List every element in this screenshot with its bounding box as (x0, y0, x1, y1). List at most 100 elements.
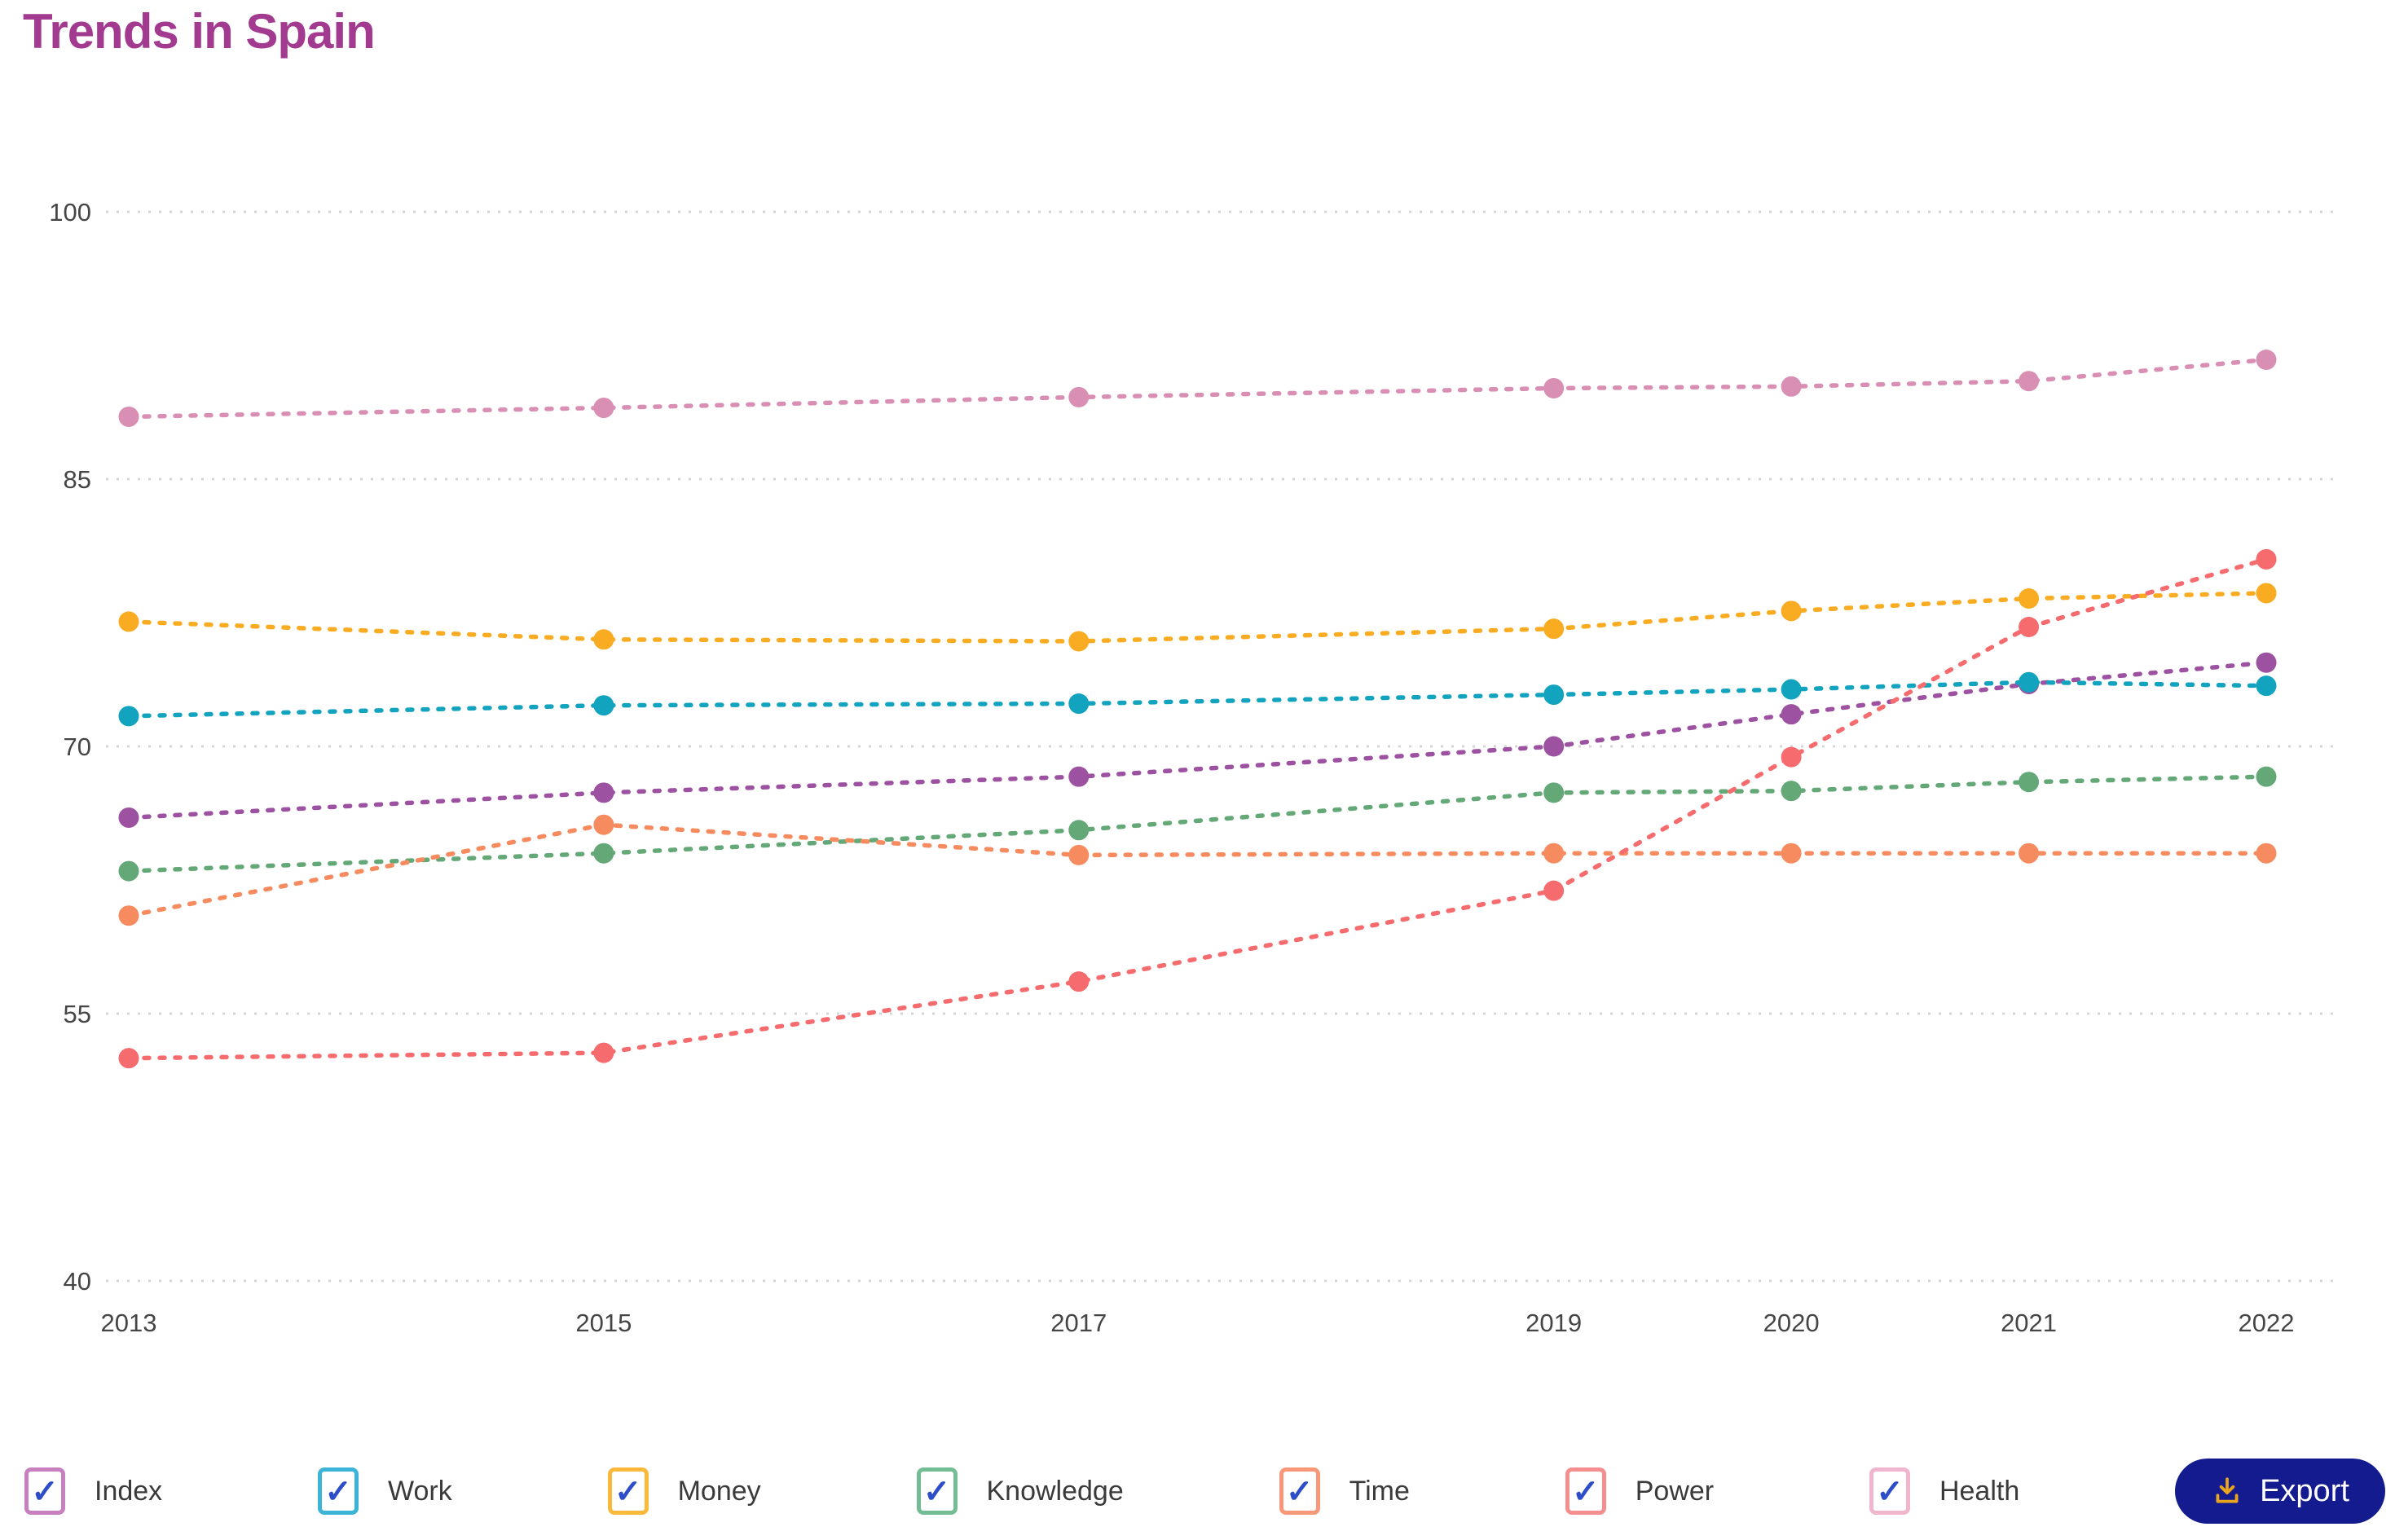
series-dot-index[interactable] (118, 807, 139, 828)
x-tick-label: 2019 (1525, 1309, 1582, 1337)
legend-item-label: Work (388, 1475, 452, 1507)
series-dot-money[interactable] (2019, 588, 2040, 609)
series-line-money (126, 591, 2269, 644)
y-tick-label: 70 (64, 733, 91, 761)
series-dot-health[interactable] (1543, 377, 1565, 398)
series-dot-power[interactable] (1781, 746, 1802, 768)
series-dot-time[interactable] (118, 905, 139, 926)
series-dot-index[interactable] (1068, 766, 1090, 787)
series-dot-time[interactable] (2019, 843, 2040, 864)
check-icon: ✓ (31, 1474, 59, 1510)
series-dot-health[interactable] (118, 406, 139, 427)
x-tick-label: 2020 (1763, 1309, 1820, 1337)
series-dot-index[interactable] (1543, 736, 1565, 757)
series-dot-power[interactable] (1068, 971, 1090, 992)
legend-item-index[interactable]: ✓ Index (24, 1467, 162, 1515)
series-dot-work[interactable] (1781, 679, 1802, 700)
y-tick-label: 40 (64, 1267, 91, 1296)
export-label: Export (2260, 1473, 2349, 1508)
series-dot-work[interactable] (2019, 671, 2040, 693)
series-dot-work[interactable] (118, 706, 139, 727)
series-dot-power[interactable] (1543, 880, 1565, 901)
trend-chart: 100 85 70 55 40 2013 2015 2017 2019 2020 2021 2022 (49, 198, 2340, 1337)
legend-item-money[interactable]: ✓ Money (607, 1467, 761, 1515)
series-dot-time[interactable] (1068, 844, 1090, 865)
legend-item-knowledge[interactable]: ✓ Knowledge (916, 1467, 1124, 1515)
legend-item-label: Money (677, 1475, 761, 1507)
series-dot-knowledge[interactable] (118, 860, 139, 882)
chart-title: Trends in Spain (23, 4, 376, 59)
series-dot-index[interactable] (593, 782, 614, 803)
series-dot-money[interactable] (593, 629, 614, 650)
legend-item-label: Knowledge (986, 1475, 1124, 1507)
series-dot-health[interactable] (1781, 376, 1802, 397)
x-tick-label: 2022 (2239, 1309, 2295, 1337)
check-icon: ✓ (1285, 1474, 1314, 1510)
legend-item-health[interactable]: ✓ Health (1869, 1467, 2019, 1515)
series-dot-money[interactable] (1543, 618, 1565, 640)
legend-item-time[interactable]: ✓ Time (1279, 1467, 1410, 1515)
check-icon: ✓ (922, 1474, 951, 1510)
series-dot-knowledge[interactable] (2019, 772, 2040, 793)
series-dot-time[interactable] (593, 814, 614, 835)
legend-checkbox-index[interactable]: ✓ (24, 1467, 65, 1515)
check-icon: ✓ (614, 1474, 642, 1510)
series-dot-money[interactable] (1068, 631, 1090, 652)
series-dot-time[interactable] (1543, 843, 1565, 864)
series-dot-time[interactable] (2256, 843, 2277, 864)
series-dot-knowledge[interactable] (1781, 781, 1802, 802)
series-dot-time[interactable] (1781, 843, 1802, 864)
series-dot-power[interactable] (2256, 548, 2277, 570)
legend-item-label: Power (1635, 1475, 1715, 1507)
series-dot-power[interactable] (118, 1048, 139, 1069)
legend: ✓ Index ✓ Work ✓ Money ✓ Knowledge ✓ Time ✓ Power ✓ H… (0, 1449, 2395, 1533)
legend-checkbox-time[interactable]: ✓ (1279, 1467, 1320, 1515)
x-tick-label: 2017 (1050, 1309, 1107, 1337)
series-dot-index[interactable] (2256, 652, 2277, 673)
series-line-power (126, 557, 2269, 1061)
legend-item-label: Index (95, 1475, 163, 1507)
series-line-time (126, 822, 2269, 918)
series-dot-knowledge[interactable] (593, 843, 614, 864)
series-dot-work[interactable] (2256, 675, 2277, 697)
series-dot-money[interactable] (2256, 583, 2277, 604)
download-icon (2216, 1477, 2239, 1503)
check-icon: ✓ (1571, 1474, 1600, 1510)
legend-checkbox-power[interactable]: ✓ (1565, 1467, 1606, 1515)
series-dot-index[interactable] (1781, 704, 1802, 725)
series-dot-health[interactable] (2256, 349, 2277, 370)
series-dot-health[interactable] (2019, 371, 2040, 392)
export-button[interactable]: Export (2175, 1459, 2385, 1524)
series-dot-work[interactable] (1068, 693, 1090, 715)
series-dot-knowledge[interactable] (1543, 782, 1565, 803)
legend-checkbox-health[interactable]: ✓ (1869, 1467, 1910, 1515)
series-dot-power[interactable] (2019, 616, 2040, 637)
x-tick-label: 2021 (2001, 1309, 2057, 1337)
legend-checkbox-money[interactable]: ✓ (607, 1467, 649, 1515)
series-dot-health[interactable] (1068, 386, 1090, 407)
series-dot-work[interactable] (1543, 684, 1565, 706)
series-dot-money[interactable] (1781, 601, 1802, 622)
y-tick-label: 100 (49, 198, 91, 227)
legend-item-work[interactable]: ✓ Work (318, 1467, 452, 1515)
series-dot-health[interactable] (593, 398, 614, 419)
x-tick-label: 2013 (101, 1309, 157, 1337)
y-tick-label: 85 (64, 465, 91, 494)
series-dot-knowledge[interactable] (2256, 766, 2277, 787)
series-line-work (126, 680, 2269, 719)
series-line-knowledge (126, 774, 2269, 873)
check-icon: ✓ (324, 1474, 352, 1510)
legend-item-power[interactable]: ✓ Power (1565, 1467, 1714, 1515)
legend-checkbox-knowledge[interactable]: ✓ (916, 1467, 958, 1515)
y-tick-label: 55 (64, 1000, 91, 1028)
series-dot-power[interactable] (593, 1042, 614, 1063)
check-icon: ✓ (1876, 1474, 1904, 1510)
legend-item-label: Health (1939, 1475, 2020, 1507)
legend-item-label: Time (1349, 1475, 1410, 1507)
x-tick-label: 2015 (575, 1309, 632, 1337)
series-dot-money[interactable] (118, 611, 139, 632)
series-line-health (126, 357, 2269, 420)
series-dot-work[interactable] (593, 695, 614, 716)
series-dot-knowledge[interactable] (1068, 820, 1090, 841)
legend-checkbox-work[interactable]: ✓ (318, 1467, 359, 1515)
